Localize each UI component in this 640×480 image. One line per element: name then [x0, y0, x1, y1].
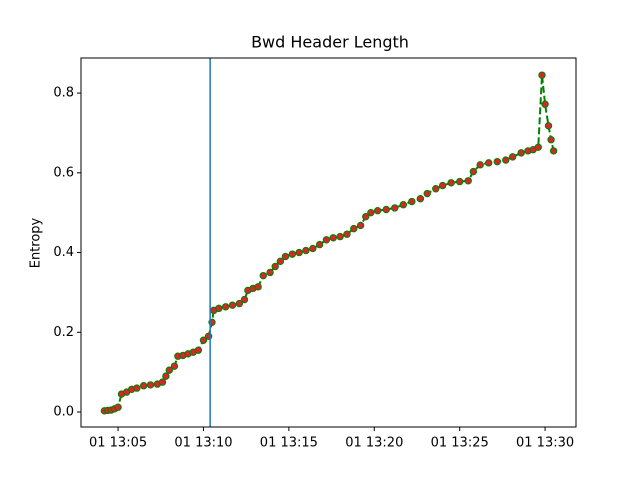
point	[373, 206, 382, 215]
point	[356, 221, 365, 230]
point	[547, 136, 555, 144]
point	[302, 246, 310, 255]
point	[493, 157, 501, 166]
y-tick-label: 0.2	[53, 325, 74, 340]
y-axis-label: Entropy	[29, 217, 44, 268]
x-tick-label: 01 13:15	[260, 436, 318, 451]
point	[228, 301, 237, 309]
x-tick-label: 01 13:20	[345, 436, 403, 451]
point	[215, 304, 223, 313]
point	[350, 224, 358, 233]
point	[469, 167, 478, 176]
point	[114, 403, 122, 411]
point	[199, 336, 208, 344]
point	[240, 295, 249, 304]
point	[221, 303, 230, 311]
y-tick-label: 0.8	[53, 86, 74, 101]
point	[391, 204, 399, 212]
point	[508, 153, 517, 161]
y-tick-label: 0.4	[53, 245, 74, 260]
point	[538, 71, 546, 79]
point	[336, 232, 344, 241]
point	[549, 147, 558, 155]
point	[194, 346, 203, 354]
point	[158, 378, 167, 386]
point	[455, 177, 464, 186]
point	[534, 143, 542, 151]
point	[288, 250, 296, 258]
axes-frame	[80, 57, 577, 428]
point	[165, 366, 174, 374]
point	[476, 161, 484, 169]
point	[259, 271, 267, 280]
point	[254, 283, 262, 291]
point	[281, 252, 290, 261]
point	[447, 179, 455, 187]
x-tick-label: 01 13:25	[431, 436, 489, 451]
point	[382, 205, 390, 214]
point	[517, 149, 525, 157]
chart-title: Bwd Header Length	[251, 33, 409, 52]
point	[438, 181, 447, 190]
y-tick-label: 0.6	[53, 165, 74, 180]
point	[133, 384, 141, 392]
point	[235, 299, 244, 308]
point	[276, 257, 285, 266]
point	[399, 201, 408, 209]
x-tick-label: 01 13:10	[174, 436, 232, 451]
point	[541, 100, 549, 108]
point	[343, 230, 351, 238]
point	[464, 177, 472, 185]
point	[322, 236, 331, 244]
point	[266, 268, 274, 277]
x-tick-label: 01 13:30	[516, 436, 574, 451]
point	[416, 195, 425, 203]
point	[295, 248, 303, 257]
point	[423, 189, 431, 198]
point	[408, 197, 416, 206]
point	[432, 185, 440, 193]
point	[309, 244, 317, 253]
point	[502, 156, 510, 164]
point	[271, 262, 279, 271]
point	[162, 372, 170, 380]
point	[170, 362, 179, 370]
y-tick-label: 0.0	[53, 405, 74, 420]
point	[544, 122, 553, 130]
point	[329, 234, 337, 242]
point	[485, 159, 493, 167]
point	[362, 212, 370, 221]
point	[146, 381, 155, 389]
point	[315, 240, 324, 249]
point	[139, 381, 148, 390]
line	[104, 75, 555, 412]
point	[367, 208, 375, 217]
x-tick-label: 01 13:05	[89, 436, 147, 451]
